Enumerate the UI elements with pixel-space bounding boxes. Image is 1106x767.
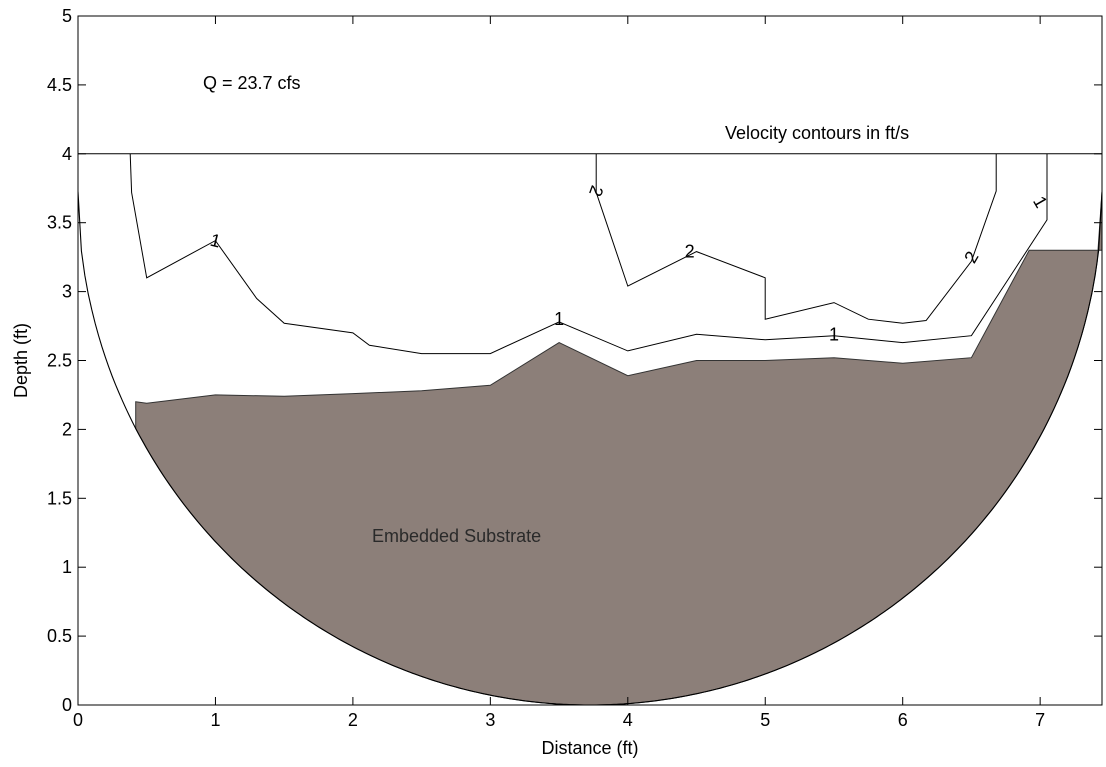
contour-label-2: 2 [585,183,607,199]
x-tick-label: 5 [760,710,770,730]
x-tick-label: 0 [73,710,83,730]
y-axis-label: Depth (ft) [11,323,31,398]
y-tick-label: 5 [62,6,72,26]
contour-line-2 [595,153,997,324]
contour-label-2: 2 [960,248,982,267]
y-tick-label: 1 [62,557,72,577]
lines-layer [78,153,1102,705]
discharge-annotation: Q = 23.7 cfs [203,73,301,93]
contour-label-1: 1 [829,324,839,344]
y-tick-label: 2.5 [47,351,72,371]
contour-line-1 [129,153,1048,355]
ticks-layer: 0 1 2 3 4 5 6 7 0 0.5 1 1.5 2 2.5 3 3.5 4 4.5 5 [47,6,1102,730]
y-tick-label: 1.5 [47,488,72,508]
x-tick-label: 2 [348,710,358,730]
y-tick-label: 0.5 [47,626,72,646]
contour-units-annotation: Velocity contours in ft/s [725,123,909,143]
substrate-area [135,191,1102,705]
y-tick-label: 2 [62,419,72,439]
contour-label-1: 1 [554,309,564,329]
substrate-layer [135,191,1102,705]
y-tick-label: 4 [62,144,72,164]
culvert-outline [78,191,1102,705]
contour-label-1: 1 [1029,193,1051,212]
y-tick-label: 0 [62,695,72,715]
x-tick-label: 1 [210,710,220,730]
y-tick-label: 4.5 [47,75,72,95]
x-tick-label: 3 [485,710,495,730]
y-tick-label: 3 [62,282,72,302]
x-tick-label: 4 [623,710,633,730]
x-tick-label: 7 [1035,710,1045,730]
y-tick-label: 3.5 [47,213,72,233]
contour-label-2: 2 [685,242,695,262]
substrate-annotation: Embedded Substrate [372,526,541,546]
contour-labels-layer: 1 1 1 1 2 2 2 [208,183,1051,344]
x-tick-label: 6 [898,710,908,730]
x-axis-label: Distance (ft) [541,738,638,758]
contour-label-1: 1 [208,230,223,252]
